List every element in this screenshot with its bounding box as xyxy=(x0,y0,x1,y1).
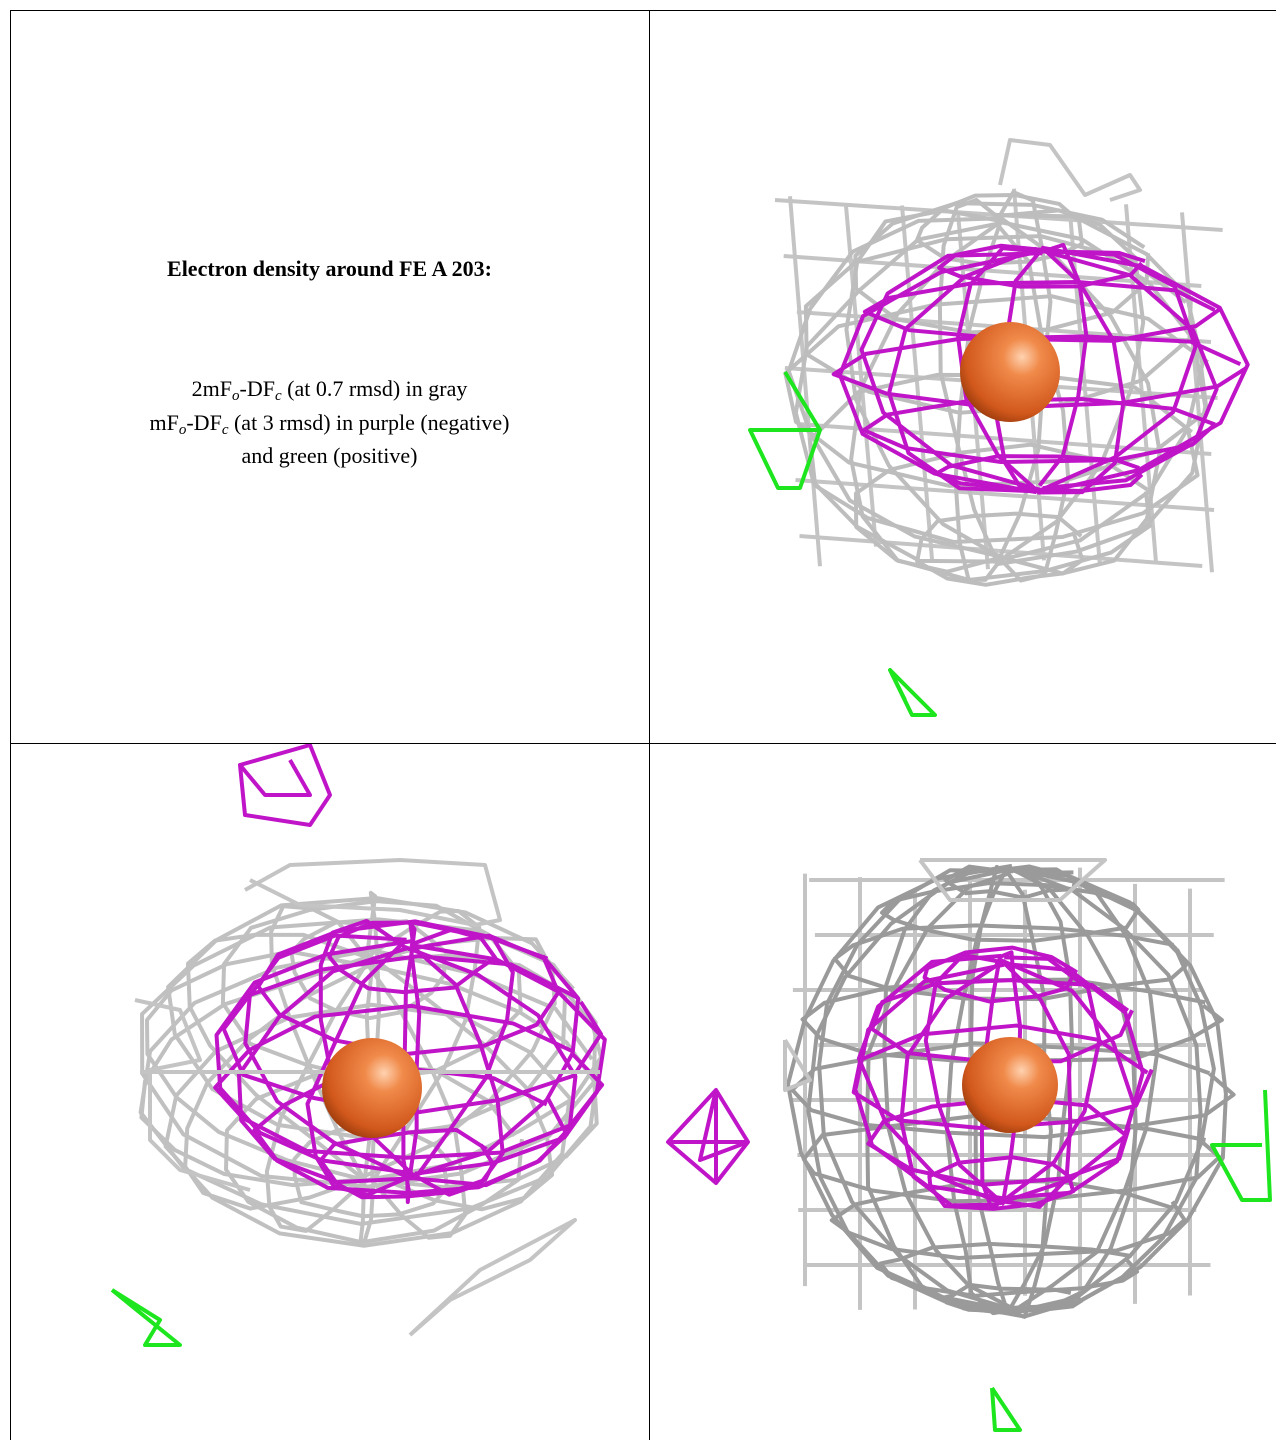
mesh-line xyxy=(264,964,369,1233)
mesh-line xyxy=(856,953,1003,1206)
mesh-line xyxy=(879,881,1141,943)
caption-line: 2mFo-DFc (at 0.7 rmsd) in gray xyxy=(10,372,649,406)
mesh-line xyxy=(956,246,1044,492)
mesh-line xyxy=(790,1041,1236,1140)
mesh-line xyxy=(995,212,1205,563)
caption-line: and green (positive) xyxy=(10,439,649,473)
mesh-line xyxy=(786,216,1002,559)
mesh-line xyxy=(185,932,370,1184)
mesh-line xyxy=(110,1288,182,1347)
mesh-line xyxy=(793,220,1005,564)
caption-text: and green (positive) xyxy=(241,443,418,468)
caption-text: (at 0.7 rmsd) in gray xyxy=(281,376,468,401)
mesh-line xyxy=(844,205,878,547)
iron-atom xyxy=(960,322,1060,422)
mesh-line xyxy=(865,871,1011,1316)
mesh-line xyxy=(214,939,412,1175)
caption-text: (at 3 rmsd) in purple (negative) xyxy=(228,409,510,435)
mesh-line xyxy=(997,957,1136,1201)
mesh-line xyxy=(1041,245,1250,495)
mesh-line xyxy=(969,864,1010,1313)
mesh-line xyxy=(918,858,1107,902)
caption-text: -DF xyxy=(239,376,275,401)
mesh-line xyxy=(844,208,1005,561)
mesh-line xyxy=(785,863,1013,1313)
caption-text: 2mF xyxy=(191,376,232,401)
mesh-line xyxy=(994,961,1145,1205)
mesh-line xyxy=(900,205,934,560)
subscript: c xyxy=(274,388,282,404)
iron-atom xyxy=(962,1037,1058,1133)
mesh-line xyxy=(837,249,1040,495)
mesh-line xyxy=(998,950,1023,1203)
mesh-line xyxy=(899,960,1004,1208)
mesh-line xyxy=(409,942,607,1176)
mesh-line xyxy=(244,858,502,927)
mesh-line xyxy=(243,933,407,1178)
mesh-line xyxy=(1210,1089,1272,1202)
mesh-line xyxy=(238,744,332,827)
mesh-line xyxy=(748,370,822,490)
mesh-line xyxy=(408,1218,577,1337)
mesh-line xyxy=(979,958,1006,1211)
mesh-line xyxy=(1036,247,1219,491)
mesh-line xyxy=(783,1038,812,1092)
mesh-line xyxy=(666,1088,750,1185)
subscript: o xyxy=(232,388,240,404)
mesh-line xyxy=(851,1023,1154,1131)
subscript: o xyxy=(178,421,187,438)
caption-title: Electron density around FE A 203: xyxy=(167,256,492,281)
mesh-line xyxy=(405,933,581,1180)
caption: Electron density around FE A 203: 2mFo-D… xyxy=(10,10,649,743)
mesh-line xyxy=(806,866,1014,1314)
mesh-line xyxy=(887,246,1044,494)
mesh-line xyxy=(990,1386,1022,1432)
view-1 xyxy=(748,138,1250,717)
mesh-line xyxy=(163,1002,576,1248)
mesh-line xyxy=(1002,961,1073,1209)
view-2 xyxy=(110,744,607,1347)
panel-borders xyxy=(10,10,1276,1440)
mesh-line xyxy=(859,251,1043,492)
caption-text: -DF xyxy=(186,409,222,435)
mesh-line xyxy=(369,954,555,1212)
subscript: c xyxy=(221,421,229,438)
mesh-line xyxy=(923,952,1006,1207)
mesh-line xyxy=(407,921,422,1178)
mesh-line xyxy=(1037,242,1089,487)
mesh-line xyxy=(256,919,561,1056)
mesh-line xyxy=(236,945,414,1185)
iron-atom xyxy=(322,1038,422,1138)
mesh-line xyxy=(366,909,482,1182)
mesh-line xyxy=(998,138,1142,202)
mesh-line xyxy=(862,279,1221,343)
mesh-line xyxy=(144,949,370,1183)
mesh-line xyxy=(305,939,415,1197)
mesh-line xyxy=(888,668,937,717)
caption-line: mFo-DFc (at 3 rmsd) in purple (negative) xyxy=(10,406,649,440)
mesh-line xyxy=(861,396,1218,465)
mesh-line xyxy=(698,1089,749,1162)
caption-lines: 2mFo-DFc (at 0.7 rmsd) in gray mFo-DFc (a… xyxy=(10,372,649,473)
mesh-line xyxy=(1009,868,1216,1316)
view-3 xyxy=(666,858,1272,1432)
mesh-line xyxy=(995,208,1146,559)
mesh-line xyxy=(1000,955,1102,1204)
mesh-line xyxy=(1005,865,1228,1314)
mesh-line xyxy=(412,946,505,1197)
mesh-line xyxy=(404,945,578,1188)
mesh-line xyxy=(401,940,416,1205)
mesh-line xyxy=(788,196,822,567)
mesh-line xyxy=(831,334,1247,411)
mesh-line xyxy=(1008,866,1138,1315)
mesh-line xyxy=(1005,870,1053,1319)
mesh-line xyxy=(1037,245,1126,495)
caption-text: mF xyxy=(149,409,179,435)
mesh-line xyxy=(922,945,1079,1004)
